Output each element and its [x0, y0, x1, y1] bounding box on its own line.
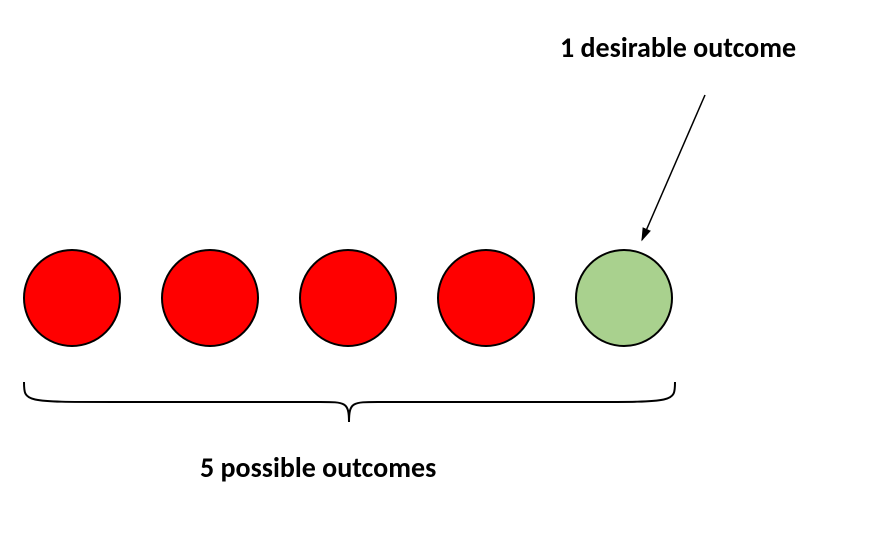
outcome-circle-1	[24, 250, 120, 346]
desirable-outcome-label: 1 desirable outcome	[560, 30, 796, 65]
outcome-circle-3	[300, 250, 396, 346]
outcome-circle-4	[438, 250, 534, 346]
circle-row	[24, 250, 672, 346]
outcome-circle-2	[162, 250, 258, 346]
outcomes-diagram	[0, 0, 881, 538]
outcome-circle-5	[576, 250, 672, 346]
possible-outcomes-label: 5 possible outcomes	[200, 450, 436, 485]
brace-icon	[24, 382, 675, 422]
callout-arrow	[642, 95, 705, 240]
